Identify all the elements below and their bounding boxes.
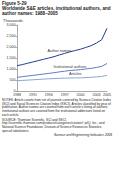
html-text:NOTES: Article counts from set: NOTES: Article counts from set of journa… [2, 98, 111, 117]
svg-text:2005: 2005 [103, 93, 111, 97]
svg-text:500: 500 [10, 78, 16, 82]
svg-text:Institutional authors: Institutional authors [53, 65, 86, 69]
svg-text:3,000: 3,000 [7, 23, 16, 27]
svg-text:1,000: 1,000 [7, 67, 16, 71]
svg-text:2003: 2003 [92, 93, 100, 97]
svg-text:1,500: 1,500 [7, 56, 16, 60]
svg-text:Author names: Author names [48, 49, 72, 53]
svg-text:Thousands: Thousands [3, 18, 23, 23]
html-text:Worldwide S&E articles, instit: Worldwide S&E articles, institutional au… [2, 6, 111, 17]
svg-text:1994: 1994 [45, 93, 53, 97]
html-text:SOURCE: Thomson Scientific, SC: SOURCE: Thomson Scientific, SCI and SSCI… [2, 117, 105, 133]
svg-text:Articles: Articles [69, 72, 82, 76]
svg-text:1991: 1991 [29, 93, 37, 97]
svg-text:2,000: 2,000 [7, 45, 16, 49]
html-text:Science and Engineering Indica: Science and Engineering Indicators 2008 [53, 133, 112, 138]
html-text:Figure 5-29: Figure 5-29 [2, 1, 27, 6]
svg-text:0: 0 [13, 89, 16, 93]
svg-text:1997: 1997 [61, 93, 69, 97]
svg-text:1988: 1988 [13, 93, 21, 97]
svg-text:2,500: 2,500 [7, 34, 16, 38]
svg-text:2000: 2000 [77, 93, 85, 97]
